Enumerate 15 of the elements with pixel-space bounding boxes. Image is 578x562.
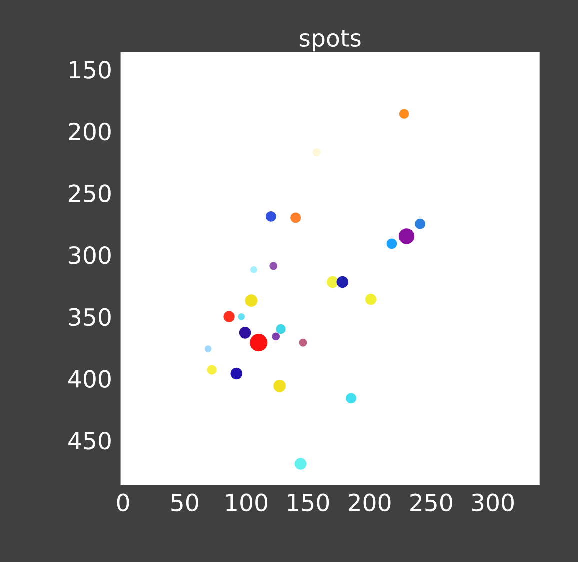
x-tick-label: 0 [117, 494, 130, 512]
y-tick-label: 300 [69, 246, 111, 264]
y-tick-label: 350 [69, 308, 111, 326]
x-tick-label: 200 [348, 494, 391, 512]
y-tick-label: 150 [70, 61, 111, 79]
x-tick-label: 250 [410, 494, 452, 512]
y-tick-label: 200 [69, 122, 111, 141]
x-tick-label: 150 [288, 494, 330, 512]
x-tick-label: 100 [226, 494, 268, 512]
y-tick-label: 400 [68, 370, 111, 388]
x-tick-label: 300 [472, 494, 514, 512]
chart-title: spots [300, 30, 361, 52]
x-tick-label: 50 [172, 494, 198, 512]
y-tick-label: 250 [69, 184, 111, 203]
y-tick-label: 450 [68, 432, 111, 450]
